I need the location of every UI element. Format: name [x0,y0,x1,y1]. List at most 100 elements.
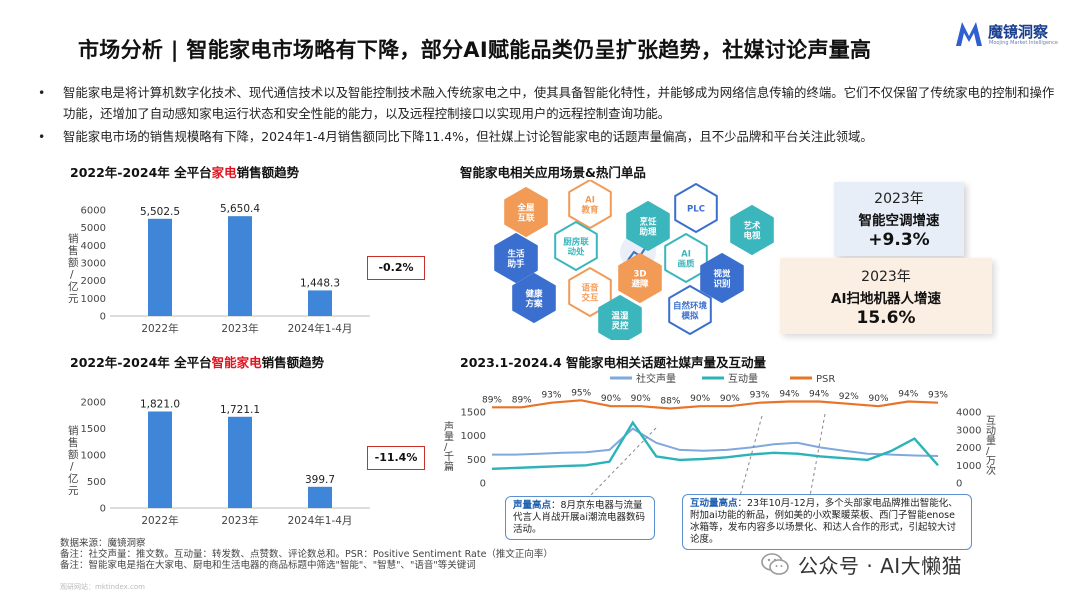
psr-value-label: 94% [809,390,829,400]
watermark: 公众号 · AI大懒猫 [760,548,962,580]
annotation-pointer [809,413,826,497]
annotation-text: ：23年10月-12月，多个头部家电品牌推出智能化、附加ai功能的新品，例如美的… [690,498,958,545]
x-tick-label: 2022年 [141,514,178,527]
scene-label: 3D 避障 [631,270,649,290]
x-tick-label: 2023年 [221,514,258,527]
bar [148,218,172,316]
bullet-market: • 智能家电市场的销售规模略有下降，2024年1-4月销售额同比下降11.4%，… [38,126,1068,147]
source-url: 观研网站：mktindex.com [60,583,145,591]
smart-change-badge: -11.4% [367,446,425,470]
scene-label: AI 画质 [677,250,695,270]
scenes-title: 智能家电相关应用场景&热门单品 [460,165,646,180]
x-tick-label: 2024年1-4月 [288,514,353,527]
psr-value-label: 89% [482,395,502,405]
series-line-volume [492,427,939,457]
center-trend-icon [627,243,649,261]
bar [308,486,332,508]
y-tick-label: 0 [100,312,106,323]
page-title: 市场分析 | 智能家电市场略有下降，部分AI赋能品类仍呈扩张趋势，社媒讨论声量高 [78,38,872,62]
bar-value-label: 1,448.3 [300,277,340,289]
stat-label: AI扫地机器人增速 [831,291,941,307]
social-chart-title: 2023.1-2024.4 智能家电相关话题社媒声量及互动量 [460,355,767,370]
psr-value-label: 93% [541,391,561,401]
bar [228,216,252,316]
y-left-tick-label: 1000 [461,431,486,442]
y-tick-label: 500 [87,477,106,488]
logo-name: 魔镜洞察 [988,23,1049,41]
legend-label: PSR [816,374,835,385]
scene-hexagon [730,205,774,255]
scene-hexagon [554,221,598,271]
legend-label: 社交声量 [636,372,676,385]
bullet-dot: • [38,129,46,144]
y-right-tick-label: 1000 [956,461,981,472]
y-right-tick-label: 3000 [956,425,981,436]
series-line-psr [492,399,939,410]
footnote-smart-def: 备注：智能家电是指在大家电、厨电和生活电器的商品标题中筛选"智能"、"智慧"、"… [60,560,476,571]
bar-value-label: 1,721.1 [220,404,260,416]
footnotes: 数据来源：魔镜洞察 备注：社交声量：推文数。互动量：转发数、点赞数、评论数总和。… [60,538,553,571]
scene-hexagon [668,285,712,335]
y-tick-label: 5000 [81,223,106,234]
stat-value: +9.3% [868,230,930,250]
stat-card-robot: 2023年 AI扫地机器人增速 15.6% [780,258,992,334]
annotation-volume-peak: 声量高点：8月京东电器与流量代言人肖战开展ai潮流电器数码活动。 [505,496,655,540]
stat-year: 2023年 [874,191,924,207]
bar-value-label: 5,650.4 [220,203,260,215]
bar-value-label: 399.7 [305,474,335,486]
legend-label: 互动量 [728,373,758,385]
bullet-text: 智能家电市场的销售规模略有下降，2024年1-4月销售额同比下降11.4%，但社… [63,129,873,144]
logo-mark-icon [956,22,982,46]
scene-label: 自然环境模拟 [673,301,708,322]
y-left-tick-label: 0 [480,479,486,490]
annotation-interaction-peak: 互动量高点：23年10月-12月，多个头部家电品牌推出智能化、附加ai功能的新品… [682,494,972,550]
y-tick-label: 4000 [81,241,106,252]
bullet-dot: • [38,85,46,100]
scene-label: 烹饪助理 [639,217,657,238]
scene-label: 健康方案 [525,289,543,310]
scene-label: 艺术电视 [743,221,761,242]
annotation-pointer [589,427,657,497]
scene-hexagon [568,180,612,229]
psr-value-label: 92% [839,392,859,402]
y-right-axis-label: 互动量/万次 [986,415,996,477]
annotation-head: 互动量高点 [690,498,738,509]
x-tick-label: 2024年1-4月 [288,322,353,335]
title-prefix: 2022年-2024年 全平台 [70,355,212,370]
scene-label: 语音交互 [581,283,599,304]
psr-value-label: 90% [690,394,710,404]
y-tick-label: 2000 [81,398,106,409]
y-tick-label: 1000 [81,451,106,462]
brand-logo: 魔镜洞察 Moojing Market Intelligence [954,18,1074,52]
logo-subtitle: Moojing Market Intelligence [989,40,1059,46]
scene-hexagon [674,183,718,233]
bullet-text: 智能家电是将计算机数字化技术、现代通信技术以及智能控制技术融入传统家电之中，使其… [63,85,1055,121]
psr-value-label: 90% [601,394,621,404]
y-right-tick-label: 0 [956,479,962,490]
y-axis-label: 销售额/亿元 [68,232,79,305]
scene-label: PLC [687,205,705,215]
appliance-sales-chart: 0 1000 2000 3000 4000 5000 6000 销售额/亿元 5,502.5 20… [68,203,370,335]
stat-value: 15.6% [856,308,916,328]
stat-card-aircon: 2023年 智能空调增速 +9.3% [834,182,964,256]
bar [228,416,252,508]
bar [308,290,332,316]
psr-value-label: 95% [571,388,591,398]
psr-value-label: 88% [660,397,680,407]
annotation-head: 声量高点 [513,500,552,511]
scene-hexagon [504,187,548,237]
social-volume-chart: 社交声量 互动量 PSR 0 500 1000 1500 0 1000 2000 3000 4000 声… [444,372,996,497]
wechat-icon [761,553,789,575]
y-left-tick-label: 500 [467,455,486,466]
appliance-sales-title: 2022年-2024年 全平台家电销售额趋势 [70,162,299,181]
y-tick-label: 1500 [81,424,106,435]
scene-hexagon [618,253,662,303]
scene-label: 温湿灵控 [611,311,629,332]
annotation-pointer [739,415,763,497]
y-tick-label: 0 [100,504,106,515]
scene-hexagon [494,233,538,283]
scene-label: 生活助手 [507,249,525,270]
footnote-definitions: 备注：社交声量：推文数。互动量：转发数、点赞数、评论数总和。PSR：Positi… [60,549,553,560]
x-tick-label: 2022年 [141,322,178,335]
